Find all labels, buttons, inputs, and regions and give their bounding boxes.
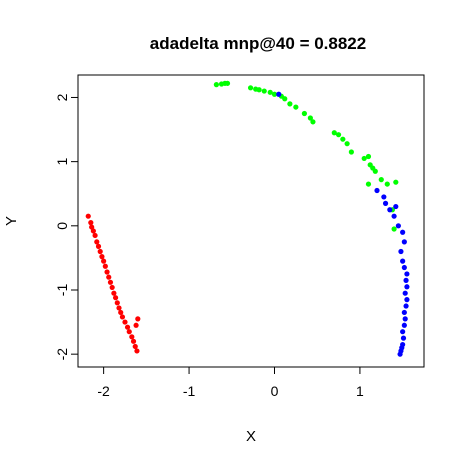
data-point (99, 254, 105, 260)
data-point (400, 258, 406, 264)
data-point (403, 277, 409, 283)
x-tick-label: 1 (356, 383, 364, 399)
data-point (400, 335, 407, 341)
data-point (102, 263, 108, 269)
data-point (404, 271, 410, 277)
data-point (403, 303, 409, 309)
data-point (116, 305, 122, 311)
x-tick-label: -2 (97, 383, 110, 399)
data-point (387, 207, 393, 213)
data-point (393, 203, 399, 210)
data-point (224, 80, 231, 86)
data-point (88, 220, 94, 226)
data-point (124, 324, 131, 330)
data-point (112, 295, 119, 301)
data-point (401, 239, 407, 245)
data-point (106, 274, 112, 280)
data-point (399, 345, 405, 351)
data-point (361, 155, 367, 162)
data-point (109, 284, 115, 291)
data-point (404, 297, 410, 303)
data-point (382, 200, 389, 206)
data-point (95, 243, 102, 249)
data-point (335, 132, 342, 138)
data-point (293, 104, 299, 110)
data-point (122, 319, 128, 325)
x-axis: -2 -1 0 1 (97, 367, 364, 399)
data-point (400, 329, 406, 335)
data-point (256, 87, 262, 93)
y-tick-label: 2 (54, 93, 70, 101)
y-axis-label: Y (3, 216, 20, 226)
data-point (344, 141, 350, 147)
data-point (132, 343, 138, 350)
data-point (126, 329, 132, 335)
data-point (94, 239, 100, 245)
data-point (90, 228, 96, 234)
data-point (114, 300, 120, 306)
data-point (365, 153, 372, 160)
data-point (400, 229, 406, 235)
data-point (261, 88, 267, 94)
data-point (267, 89, 273, 95)
data-point (348, 149, 354, 155)
data-point (374, 187, 380, 194)
data-point (402, 316, 408, 322)
data-point (307, 115, 313, 121)
data-point (384, 181, 390, 187)
data-point (104, 269, 110, 275)
data-point (393, 179, 399, 185)
data-point (391, 213, 397, 219)
data-point (378, 177, 384, 183)
data-point (401, 322, 407, 328)
y-tick-label: -2 (54, 348, 70, 361)
data-point (401, 309, 407, 316)
plot-frame (77, 74, 425, 368)
data-point (247, 85, 254, 91)
chart-title: adadelta mnp@40 = 0.8822 (150, 34, 366, 53)
y-axis: -2 -1 0 1 2 (54, 93, 78, 360)
y-tick-label: 0 (54, 222, 70, 230)
x-tick-label: -1 (183, 383, 196, 399)
data-point (402, 290, 408, 296)
data-point (381, 194, 387, 200)
y-tick-label: 1 (54, 158, 70, 166)
data-point (391, 226, 397, 232)
y-tick-label: -1 (54, 284, 70, 297)
data-point (340, 136, 346, 142)
data-point (271, 91, 278, 97)
data-point (107, 279, 114, 285)
data-point (401, 264, 407, 271)
data-point (129, 334, 135, 340)
data-point (133, 322, 139, 328)
data-point (398, 248, 404, 255)
data-point (135, 316, 141, 322)
data-point (310, 119, 316, 125)
x-tick-label: 0 (271, 383, 279, 399)
data-point (130, 338, 137, 344)
data-point (404, 284, 410, 290)
data-points (85, 80, 410, 357)
data-point (213, 82, 219, 88)
data-point (397, 351, 403, 357)
data-point (365, 181, 372, 187)
data-point (92, 232, 98, 239)
x-axis-label: X (246, 428, 256, 445)
data-point (372, 168, 378, 174)
data-point (111, 290, 117, 296)
data-point (282, 96, 288, 102)
data-point (134, 348, 140, 354)
data-point (395, 223, 401, 229)
data-point (119, 314, 126, 320)
data-point (85, 213, 91, 219)
data-point (101, 258, 107, 264)
data-point (118, 309, 124, 316)
data-point (97, 248, 103, 255)
data-point (331, 130, 337, 136)
data-point (276, 91, 282, 97)
data-point (301, 110, 307, 117)
data-point (287, 101, 293, 107)
